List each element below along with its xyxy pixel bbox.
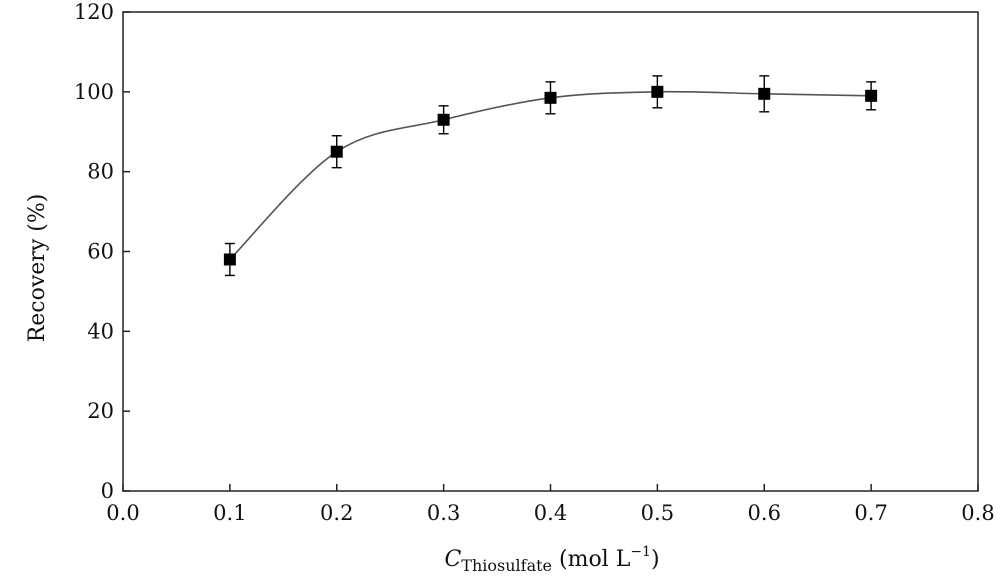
y-tick-label: 100 xyxy=(74,80,114,104)
data-point xyxy=(330,145,343,158)
series-line xyxy=(229,90,872,261)
x-axis-unit-close: ) xyxy=(651,547,660,572)
x-axis-subscript: Thiosulfate xyxy=(461,556,552,575)
x-tick-label: 0.2 xyxy=(320,501,353,525)
x-tick-label: 0.7 xyxy=(854,501,887,525)
y-tick-label: 80 xyxy=(87,160,114,184)
x-tick-label: 0.6 xyxy=(748,501,781,525)
x-tick-label: 0.5 xyxy=(641,501,674,525)
data-point xyxy=(544,91,557,104)
y-tick-label: 0 xyxy=(101,479,114,503)
y-tick-label: 40 xyxy=(87,319,114,343)
x-tick-label: 0.0 xyxy=(106,501,139,525)
data-point xyxy=(651,85,664,98)
x-tick-label: 0.1 xyxy=(213,501,246,525)
x-axis-unit: (mol L xyxy=(552,547,631,572)
x-axis-symbol: C xyxy=(444,547,461,572)
data-points xyxy=(223,85,878,266)
x-tick-label: 0.8 xyxy=(961,501,994,525)
data-point xyxy=(223,253,236,266)
x-axis-title: CThiosulfate (mol L−1) xyxy=(444,544,659,575)
x-tick-label: 0.4 xyxy=(534,501,567,525)
y-axis-title: Recovery (%) xyxy=(25,194,50,343)
axes: 0.0 0.1 0.2 0.3 0.4 0.5 0.6 0.7 0.8 0 20 40 60 80 100 1… xyxy=(74,0,995,525)
curve-layer xyxy=(229,90,872,261)
x-axis-exponent: −1 xyxy=(630,544,651,560)
y-tick-label: 120 xyxy=(74,0,114,24)
data-point xyxy=(758,87,771,100)
y-tick-label: 20 xyxy=(87,399,114,423)
x-tick-label: 0.3 xyxy=(427,501,460,525)
data-point xyxy=(865,89,878,102)
error-bars xyxy=(224,75,877,277)
y-tick-label: 60 xyxy=(87,240,114,264)
data-point xyxy=(437,113,450,126)
